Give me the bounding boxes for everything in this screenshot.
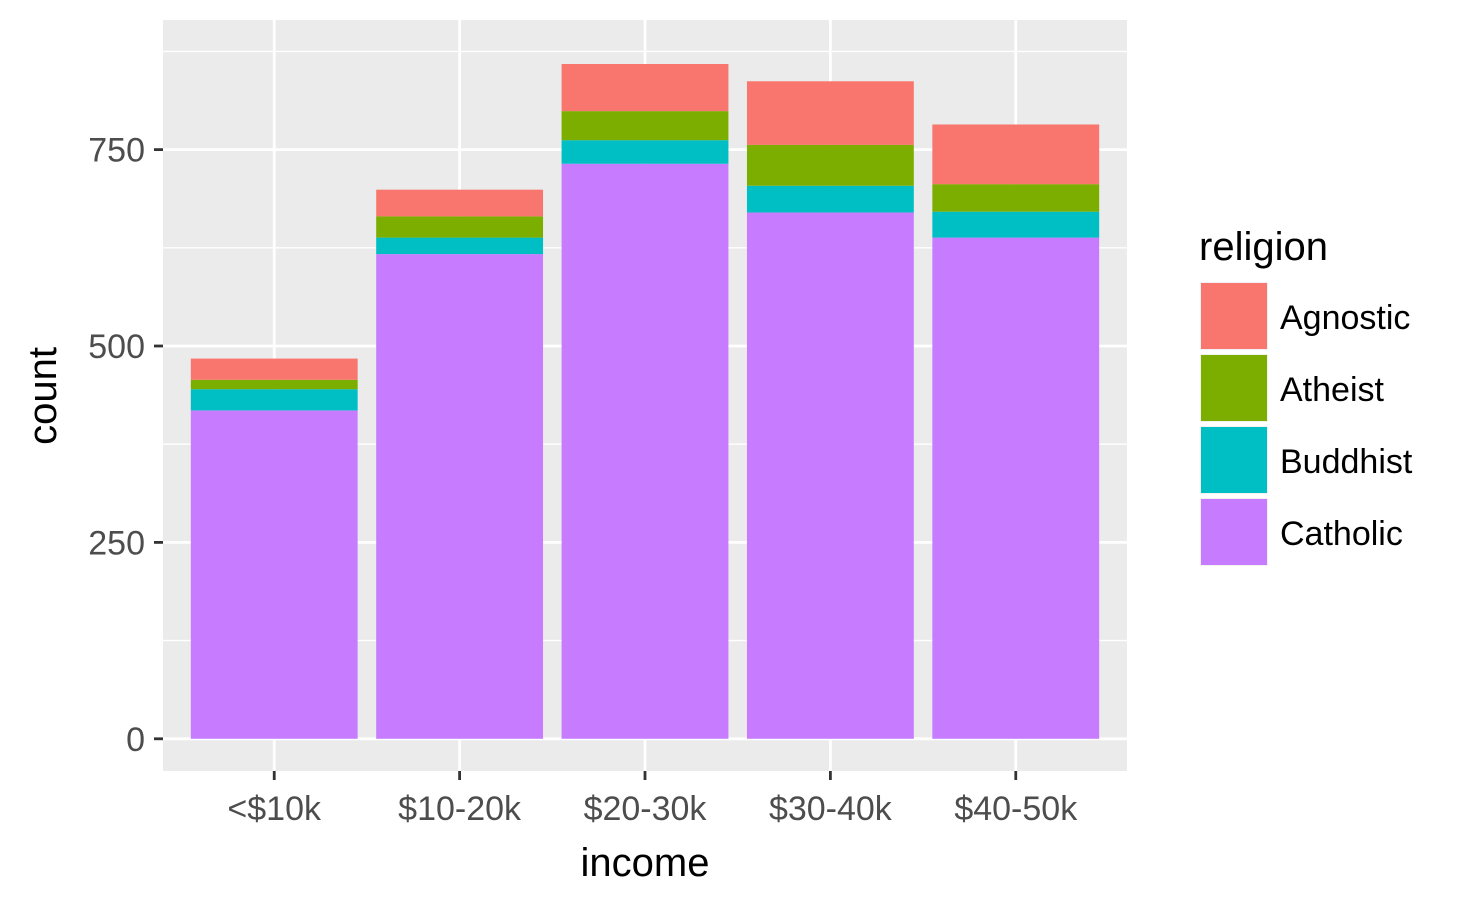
legend-label: Atheist — [1280, 371, 1384, 409]
x-tick-label: $20-30k — [584, 790, 708, 828]
legend-swatch-atheist — [1201, 355, 1267, 421]
bar-segment-catholic — [747, 212, 914, 738]
bar-segment-buddhist — [191, 389, 358, 410]
legend-title: religion — [1199, 225, 1328, 269]
bar-segment-atheist — [562, 111, 729, 140]
x-axis-title: income — [581, 841, 710, 885]
x-tick-label: <$10k — [227, 790, 322, 828]
y-tick-label: 0 — [126, 721, 145, 759]
bar-segment-agnostic — [191, 359, 358, 380]
legend: religion Agnostic Atheist Buddhist Catholic — [1199, 225, 1413, 566]
bar-segment-buddhist — [747, 186, 914, 213]
bar-segment-atheist — [191, 380, 358, 389]
y-tick-label: 500 — [88, 328, 145, 366]
y-tick-label: 250 — [88, 524, 145, 562]
bar-segment-buddhist — [376, 238, 543, 254]
x-tick-label: $40-50k — [954, 790, 1078, 828]
bar-segment-agnostic — [932, 124, 1099, 184]
bar-segment-agnostic — [747, 81, 914, 145]
bar-segment-buddhist — [562, 140, 729, 164]
legend-label: Agnostic — [1280, 299, 1410, 337]
bar-segment-agnostic — [376, 190, 543, 217]
bar-segment-agnostic — [562, 64, 729, 111]
bar-segment-catholic — [932, 238, 1099, 739]
bar-segment-catholic — [376, 254, 543, 739]
bar-segment-buddhist — [932, 212, 1099, 238]
legend-label: Catholic — [1280, 515, 1403, 553]
legend-swatch-buddhist — [1201, 427, 1267, 493]
x-tick-label: $10-20k — [398, 790, 522, 828]
bar-segment-catholic — [191, 410, 358, 738]
y-axis: 0 250 500 750 — [88, 132, 163, 759]
legend-swatch-catholic — [1201, 499, 1267, 565]
bar-segment-catholic — [562, 164, 729, 739]
bar-segment-atheist — [932, 184, 1099, 211]
y-tick-label: 750 — [88, 132, 145, 170]
y-axis-title: count — [21, 347, 65, 445]
bar-segment-atheist — [376, 216, 543, 237]
bar-segment-atheist — [747, 145, 914, 186]
x-axis: <$10k $10-20k $20-30k $30-40k $40-50k — [227, 771, 1078, 828]
legend-label: Buddhist — [1280, 443, 1413, 481]
legend-swatch-agnostic — [1201, 283, 1267, 349]
x-tick-label: $30-40k — [769, 790, 893, 828]
